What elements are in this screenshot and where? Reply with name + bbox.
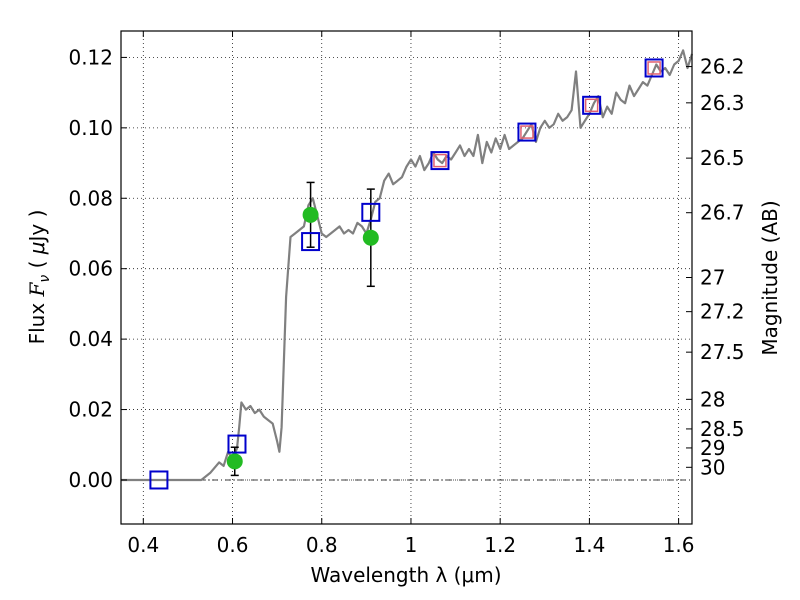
model-square bbox=[361, 202, 381, 222]
marks-layer bbox=[149, 58, 664, 490]
x-axis-label: Wavelength λ (μm) bbox=[310, 563, 501, 587]
right-tick-label: 27 bbox=[700, 266, 725, 290]
ticks-layer bbox=[121, 31, 692, 524]
x-tick-label: 1 bbox=[405, 533, 418, 557]
model-square bbox=[301, 232, 321, 252]
x-tick-label: 1.2 bbox=[484, 533, 516, 557]
model-square bbox=[582, 95, 602, 115]
y-tick-label: 0.02 bbox=[68, 398, 113, 422]
y-tick-label: 0.08 bbox=[68, 186, 113, 210]
model-square bbox=[430, 151, 450, 171]
x-tick-label: 1.6 bbox=[663, 533, 695, 557]
spectrum-line bbox=[121, 49, 694, 482]
x-tick-label: 0.8 bbox=[306, 533, 338, 557]
right-tick-label: 30 bbox=[700, 455, 725, 479]
right-tick-label: 26.5 bbox=[700, 146, 745, 170]
right-tick-label: 27.5 bbox=[700, 340, 745, 364]
labels-layer: 0.4 0.6 0.8 1 1.2 1.4 1.6 0.00 0.02 0.04 0.06 0.08 0… bbox=[68, 45, 744, 557]
y-tick-label: 0.12 bbox=[68, 45, 113, 69]
inner-square bbox=[433, 153, 447, 168]
right-tick-label: 26.7 bbox=[700, 201, 745, 225]
right-tick-label: 26.3 bbox=[700, 91, 745, 115]
x-tick-label: 0.4 bbox=[127, 533, 159, 557]
right-tick-label: 29 bbox=[700, 436, 725, 460]
y-tick-label: 0.10 bbox=[68, 116, 113, 140]
model-square bbox=[149, 470, 169, 490]
model-square bbox=[644, 58, 664, 78]
y-tick-label: 0.04 bbox=[68, 327, 113, 351]
right-tick-label: 28.5 bbox=[700, 417, 745, 441]
x-tick-label: 0.6 bbox=[217, 533, 249, 557]
y-axis-label-left: Flux Fν ( μJy ) bbox=[25, 210, 53, 345]
model-square bbox=[227, 434, 247, 454]
x-tick-label: 1.4 bbox=[573, 533, 605, 557]
y-tick-label: 0.00 bbox=[68, 468, 113, 492]
y-tick-label: 0.06 bbox=[68, 257, 113, 281]
observed-point bbox=[302, 206, 319, 223]
right-tick-label: 26.2 bbox=[700, 55, 745, 79]
y-axis-label-right: Magnitude (AB) bbox=[758, 200, 782, 355]
observed-point bbox=[226, 453, 243, 470]
right-tick-label: 27.2 bbox=[700, 300, 745, 324]
inner-square bbox=[520, 125, 534, 139]
inner-square bbox=[647, 61, 661, 75]
inner-square bbox=[584, 98, 599, 113]
observed-point bbox=[362, 229, 379, 246]
right-tick-label: 28 bbox=[700, 387, 725, 411]
model-square bbox=[517, 122, 537, 142]
